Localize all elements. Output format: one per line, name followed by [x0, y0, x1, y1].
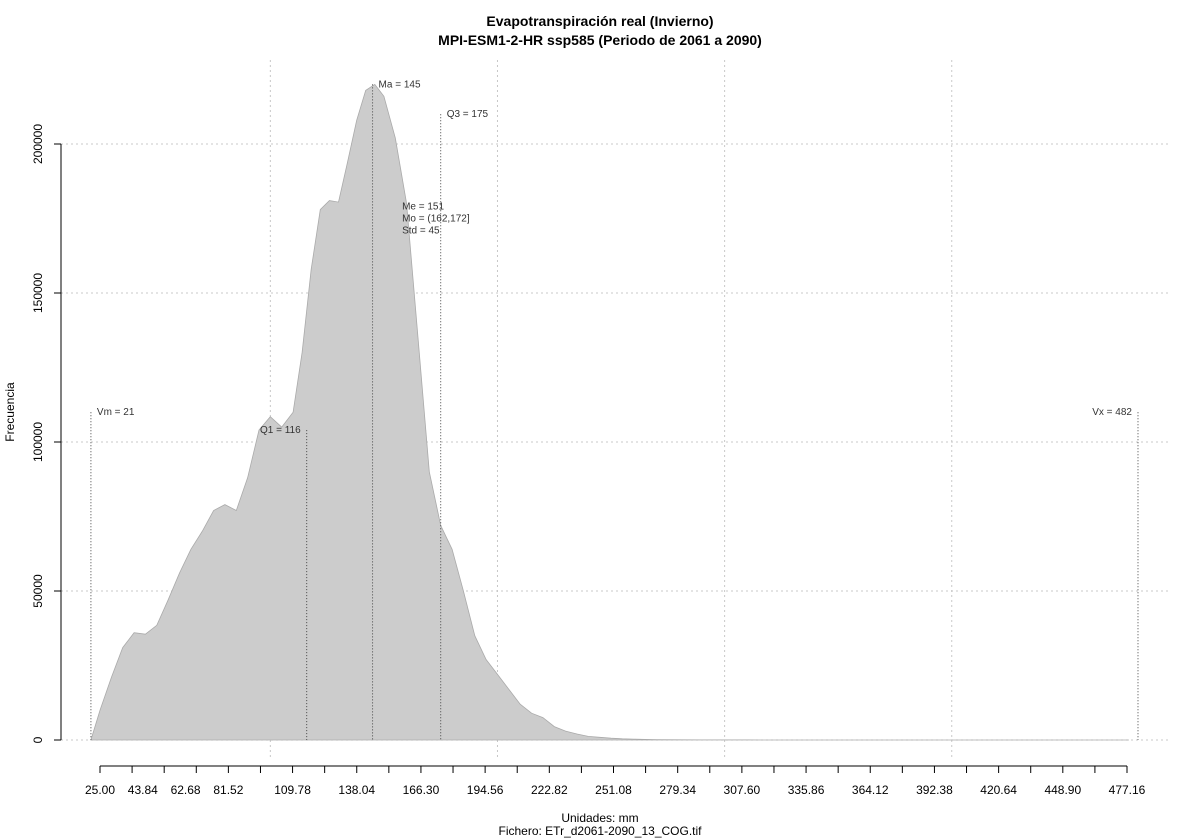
- x-axis-tick-label: 392.38: [916, 783, 953, 797]
- axes-layer: 25.00 43.84 62.68 81.52 109.78 138.04 166.30 19…: [31, 124, 1146, 797]
- x-axis-tick-label: 25.00: [85, 783, 115, 797]
- density-area-layer: [90, 83, 1129, 741]
- x-axis-tick-label: 307.60: [724, 783, 761, 797]
- statistic-markers: Vm = 21 Q1 = 116 Ma = 145 Q3 = 175 Vx = 482 M…: [90, 79, 1139, 740]
- x-axis-tick-label: 43.84: [128, 783, 158, 797]
- frequency-density-area: [90, 83, 1129, 741]
- x-axis-tick-label: 335.86: [788, 783, 825, 797]
- summary-stat-line: Me = 151: [402, 202, 444, 213]
- x-axis-tick-label: 279.34: [659, 783, 696, 797]
- y-axis-tick-label: 100000: [31, 422, 45, 462]
- y-axis-tick-label: 50000: [31, 574, 45, 608]
- stat-marker-label: Q1 = 116: [260, 425, 301, 436]
- stat-marker-label: Vx = 482: [1092, 407, 1132, 418]
- stat-marker-label: Q3 = 175: [447, 109, 489, 120]
- x-axis-tick-label: 477.16: [1109, 783, 1146, 797]
- y-axis-tick-label: 150000: [31, 273, 45, 313]
- x-axis-tick-label: 109.78: [274, 783, 311, 797]
- chart-title: Evapotranspiración real (Invierno): [486, 13, 713, 29]
- y-axis-tick-label: 200000: [31, 124, 45, 164]
- stat-marker-label: Vm = 21: [97, 407, 135, 418]
- x-axis-tick-label: 420.64: [980, 783, 1017, 797]
- y-axis-tick-label: 0: [31, 736, 45, 743]
- x-axis-tick-label: 138.04: [338, 783, 375, 797]
- y-axis-label: Frecuencia: [3, 382, 17, 442]
- x-axis-tick-label: 166.30: [403, 783, 440, 797]
- chart-subtitle: MPI-ESM1-2-HR ssp585 (Periodo de 2061 a …: [438, 32, 762, 48]
- x-axis-tick-label: 222.82: [531, 783, 568, 797]
- x-axis-tick-label: 251.08: [595, 783, 632, 797]
- x-axis-label: Unidades: mm: [561, 811, 638, 825]
- x-axis-tick-label: 364.12: [852, 783, 889, 797]
- summary-stat-line: Std = 45: [402, 226, 440, 237]
- stat-marker-label: Ma = 145: [379, 79, 421, 90]
- file-caption: Fichero: ETr_d2061-2090_13_COG.tif: [499, 824, 703, 838]
- x-axis-tick-label: 194.56: [467, 783, 504, 797]
- x-axis-tick-label: 81.52: [213, 783, 243, 797]
- x-axis-tick-label: 62.68: [171, 783, 201, 797]
- x-axis-tick-label: 448.90: [1044, 783, 1081, 797]
- summary-stat-line: Mo = (162,172]: [402, 214, 470, 225]
- grid-layer: [61, 60, 1170, 760]
